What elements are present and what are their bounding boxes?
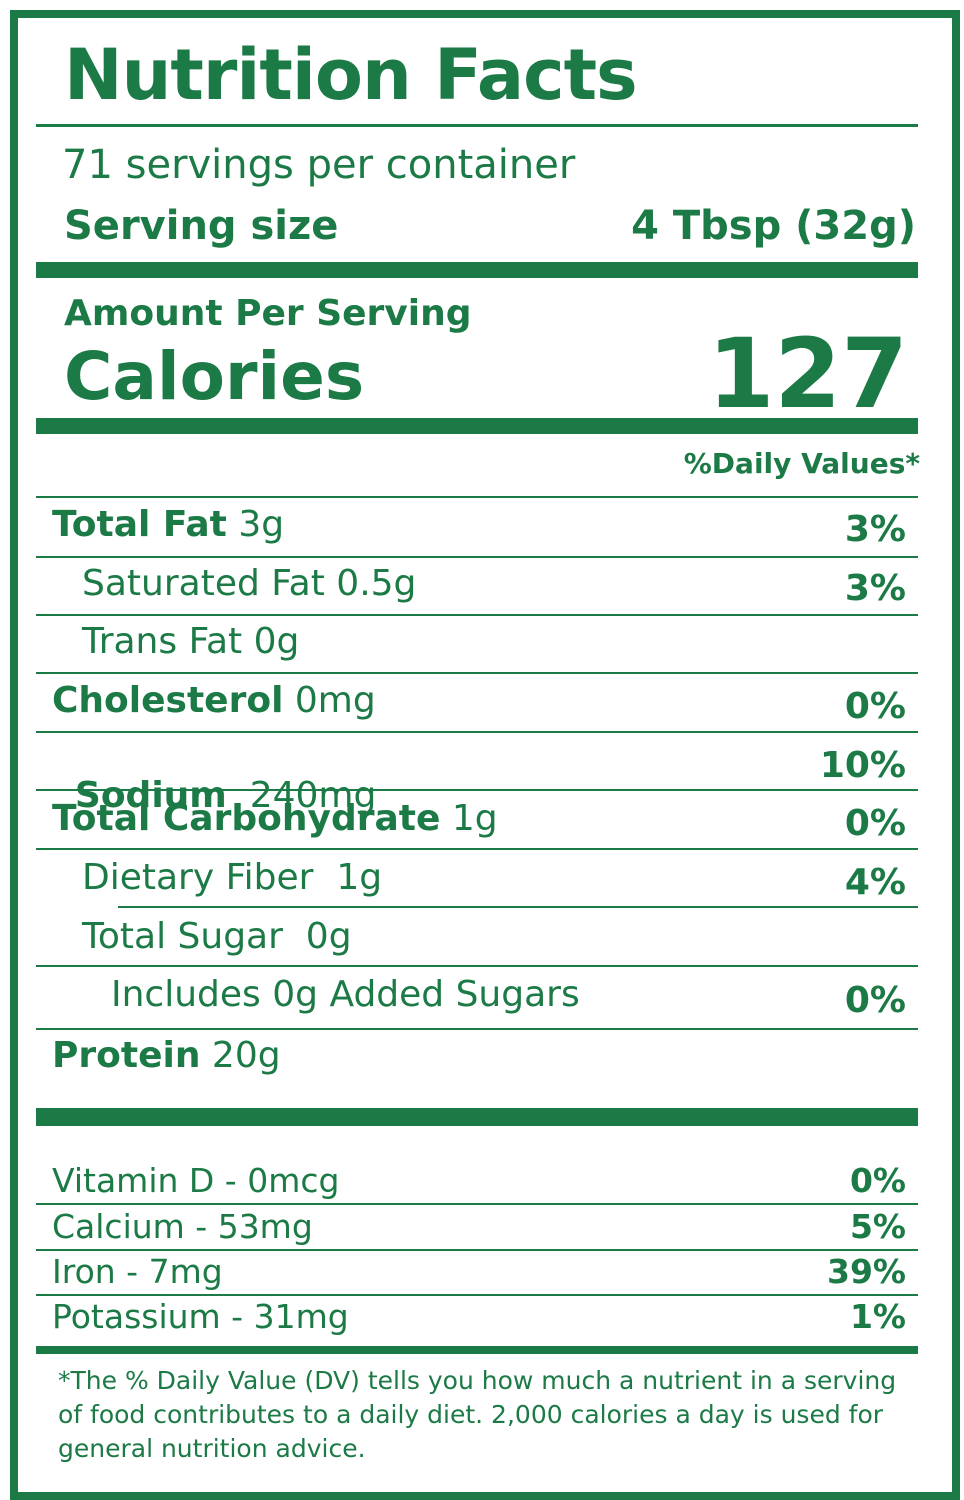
nutrient-amount: 3g — [226, 504, 285, 545]
nutrient-row-saturated-fat: Saturated Fat 0.5g — [82, 563, 417, 604]
nutrient-dv: 10% — [819, 745, 906, 786]
vitamin-row-iron: Iron - 7mg — [52, 1252, 223, 1291]
daily-value-footnote: *The % Daily Value (DV) tells you how mu… — [58, 1366, 897, 1463]
vitamin-row-potassium: Potassium - 31mg — [52, 1297, 349, 1336]
nutrient-dv: 0% — [844, 803, 906, 844]
divider-thin — [36, 848, 918, 850]
daily-values-header: %Daily Values* — [683, 447, 920, 480]
nutrient-amount: 20g — [200, 1035, 281, 1076]
nutrient-row-cholesterol: Cholesterol 0mg — [52, 683, 376, 719]
nutrient-name: Total Fat — [52, 504, 227, 545]
nutrient-dv: 3% — [844, 568, 906, 609]
divider-thin — [36, 731, 918, 733]
divider-thin — [36, 1028, 918, 1030]
nutrient-row-total-carbohydrate: Total Carbohydrate 1g — [52, 801, 498, 837]
divider-thin — [36, 789, 918, 791]
nutrient-row-sodium: Sodium 240mg — [52, 742, 376, 814]
nutrient-name: Cholesterol — [52, 680, 284, 721]
nutrient-dv: 4% — [844, 862, 906, 903]
nutrient-name: Total Carbohydrate — [52, 798, 441, 839]
divider-thin — [36, 496, 918, 498]
nutrient-name: Sodium — [74, 775, 227, 816]
nutrient-row-trans-fat: Trans Fat 0g — [82, 621, 300, 662]
nutrient-row-dietary-fiber: Dietary Fiber 1g — [82, 857, 383, 898]
nutrient-row-added-sugars: Includes 0g Added Sugars — [111, 974, 580, 1015]
vitamin-dv: 0% — [849, 1161, 906, 1200]
calories-label: Calories — [64, 338, 365, 415]
vitamin-dv: 39% — [827, 1252, 906, 1291]
label-title: Nutrition Facts — [64, 34, 638, 116]
nutrient-dv: 3% — [844, 509, 906, 550]
divider-thick — [36, 1108, 918, 1126]
calories-value: 127 — [707, 318, 908, 430]
vitamin-row-calcium: Calcium - 53mg — [52, 1207, 313, 1246]
servings-per-container: 71 servings per container — [62, 142, 576, 188]
nutrient-amount: 240mg — [226, 775, 377, 816]
nutrient-amount: 1g — [440, 798, 498, 839]
divider-thin — [36, 672, 918, 674]
vitamin-row-vitamin-d: Vitamin D - 0mcg — [52, 1161, 340, 1200]
divider-thin — [36, 614, 918, 616]
nutrient-dv: 0% — [844, 686, 906, 727]
vitamin-dv: 1% — [849, 1297, 906, 1336]
serving-size-value: 4 Tbsp (32g) — [631, 203, 916, 249]
nutrient-name: Protein — [52, 1035, 201, 1076]
divider-thin — [36, 1249, 918, 1251]
divider-thin — [118, 906, 918, 908]
divider-thick — [36, 418, 918, 434]
amount-per-serving: Amount Per Serving — [64, 293, 472, 334]
divider-medium — [36, 1346, 918, 1354]
nutrient-dv: 0% — [844, 980, 906, 1021]
serving-size-label: Serving size — [64, 203, 339, 249]
nutrient-amount: 0mg — [283, 680, 376, 721]
divider-thin — [36, 1203, 918, 1205]
nutrition-label-frame — [10, 10, 960, 1500]
nutrient-row-total-fat: Total Fat 3g — [52, 507, 284, 543]
divider-thin — [36, 124, 918, 127]
nutrient-row-total-sugar: Total Sugar 0g — [82, 916, 352, 957]
divider-thin — [36, 965, 918, 967]
divider-thick — [36, 262, 918, 278]
divider-thin — [36, 556, 918, 558]
vitamin-dv: 5% — [849, 1207, 906, 1246]
nutrient-row-protein: Protein 20g — [52, 1038, 281, 1074]
divider-thin — [36, 1294, 918, 1296]
